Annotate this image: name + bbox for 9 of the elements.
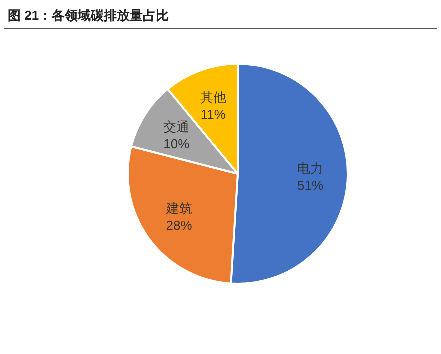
data-label: 51% bbox=[298, 178, 324, 193]
data-label: 11% bbox=[200, 107, 226, 122]
slice-label: 其他 bbox=[200, 90, 226, 106]
data-label: 10% bbox=[164, 136, 190, 152]
slice-label: 电力 bbox=[298, 160, 324, 176]
data-label: 28% bbox=[166, 218, 193, 234]
slice-label: 交通 bbox=[164, 120, 190, 135]
chart-title: 图 21：各领域碳排放量占比 bbox=[8, 8, 170, 23]
slice-label: 建筑 bbox=[165, 201, 192, 216]
